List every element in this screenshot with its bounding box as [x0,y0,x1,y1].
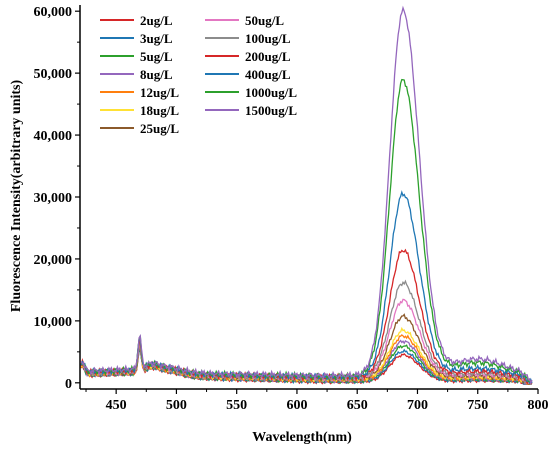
legend-label: 8ug/L [140,67,173,82]
series-line [80,190,533,385]
legend-label: 1000ug/L [245,85,297,100]
y-tick-label: 60,000 [34,5,73,20]
legend-label: 2ug/L [140,13,173,28]
x-axis-title: Wavelength(nm) [252,430,352,445]
y-tick-label: 20,000 [34,253,73,268]
legend-label: 12ug/L [140,85,179,100]
legend-label: 1500ug/L [245,103,297,118]
x-tick-label: 500 [166,398,187,413]
y-tick-label: 0 [65,377,72,392]
y-axis-title: Fluorescence Intensity(arbitrary units) [9,80,24,313]
x-tick-label: 550 [226,398,247,413]
legend-label: 50ug/L [245,13,284,28]
legend-label: 5ug/L [140,49,173,64]
legend-label: 18ug/L [140,103,179,118]
y-tick-label: 50,000 [34,67,73,82]
y-tick-label: 30,000 [34,191,73,206]
legend-label: 400ug/L [245,67,291,82]
y-tick-label: 10,000 [34,315,73,330]
series-line [80,5,533,385]
axes-layer: 450 500 550 600 650 700 750 800 0 10,000 20,000 30,… [34,5,549,413]
x-tick-label: 700 [407,398,428,413]
x-tick-label: 800 [528,398,549,413]
y-tick-label: 40,000 [34,129,73,144]
x-tick-label: 600 [286,398,307,413]
series-layer [80,5,533,386]
x-tick-label: 650 [347,398,368,413]
legend-label: 25ug/L [140,121,179,136]
legend: 2ug/L 3ug/L 5ug/L 8ug/L 12ug/L 18ug/L 25ug/L 50… [100,13,297,136]
x-tick-label: 750 [467,398,488,413]
legend-label: 100ug/L [245,31,291,46]
legend-label: 200ug/L [245,49,291,64]
legend-label: 3ug/L [140,31,173,46]
x-tick-label: 450 [106,398,127,413]
